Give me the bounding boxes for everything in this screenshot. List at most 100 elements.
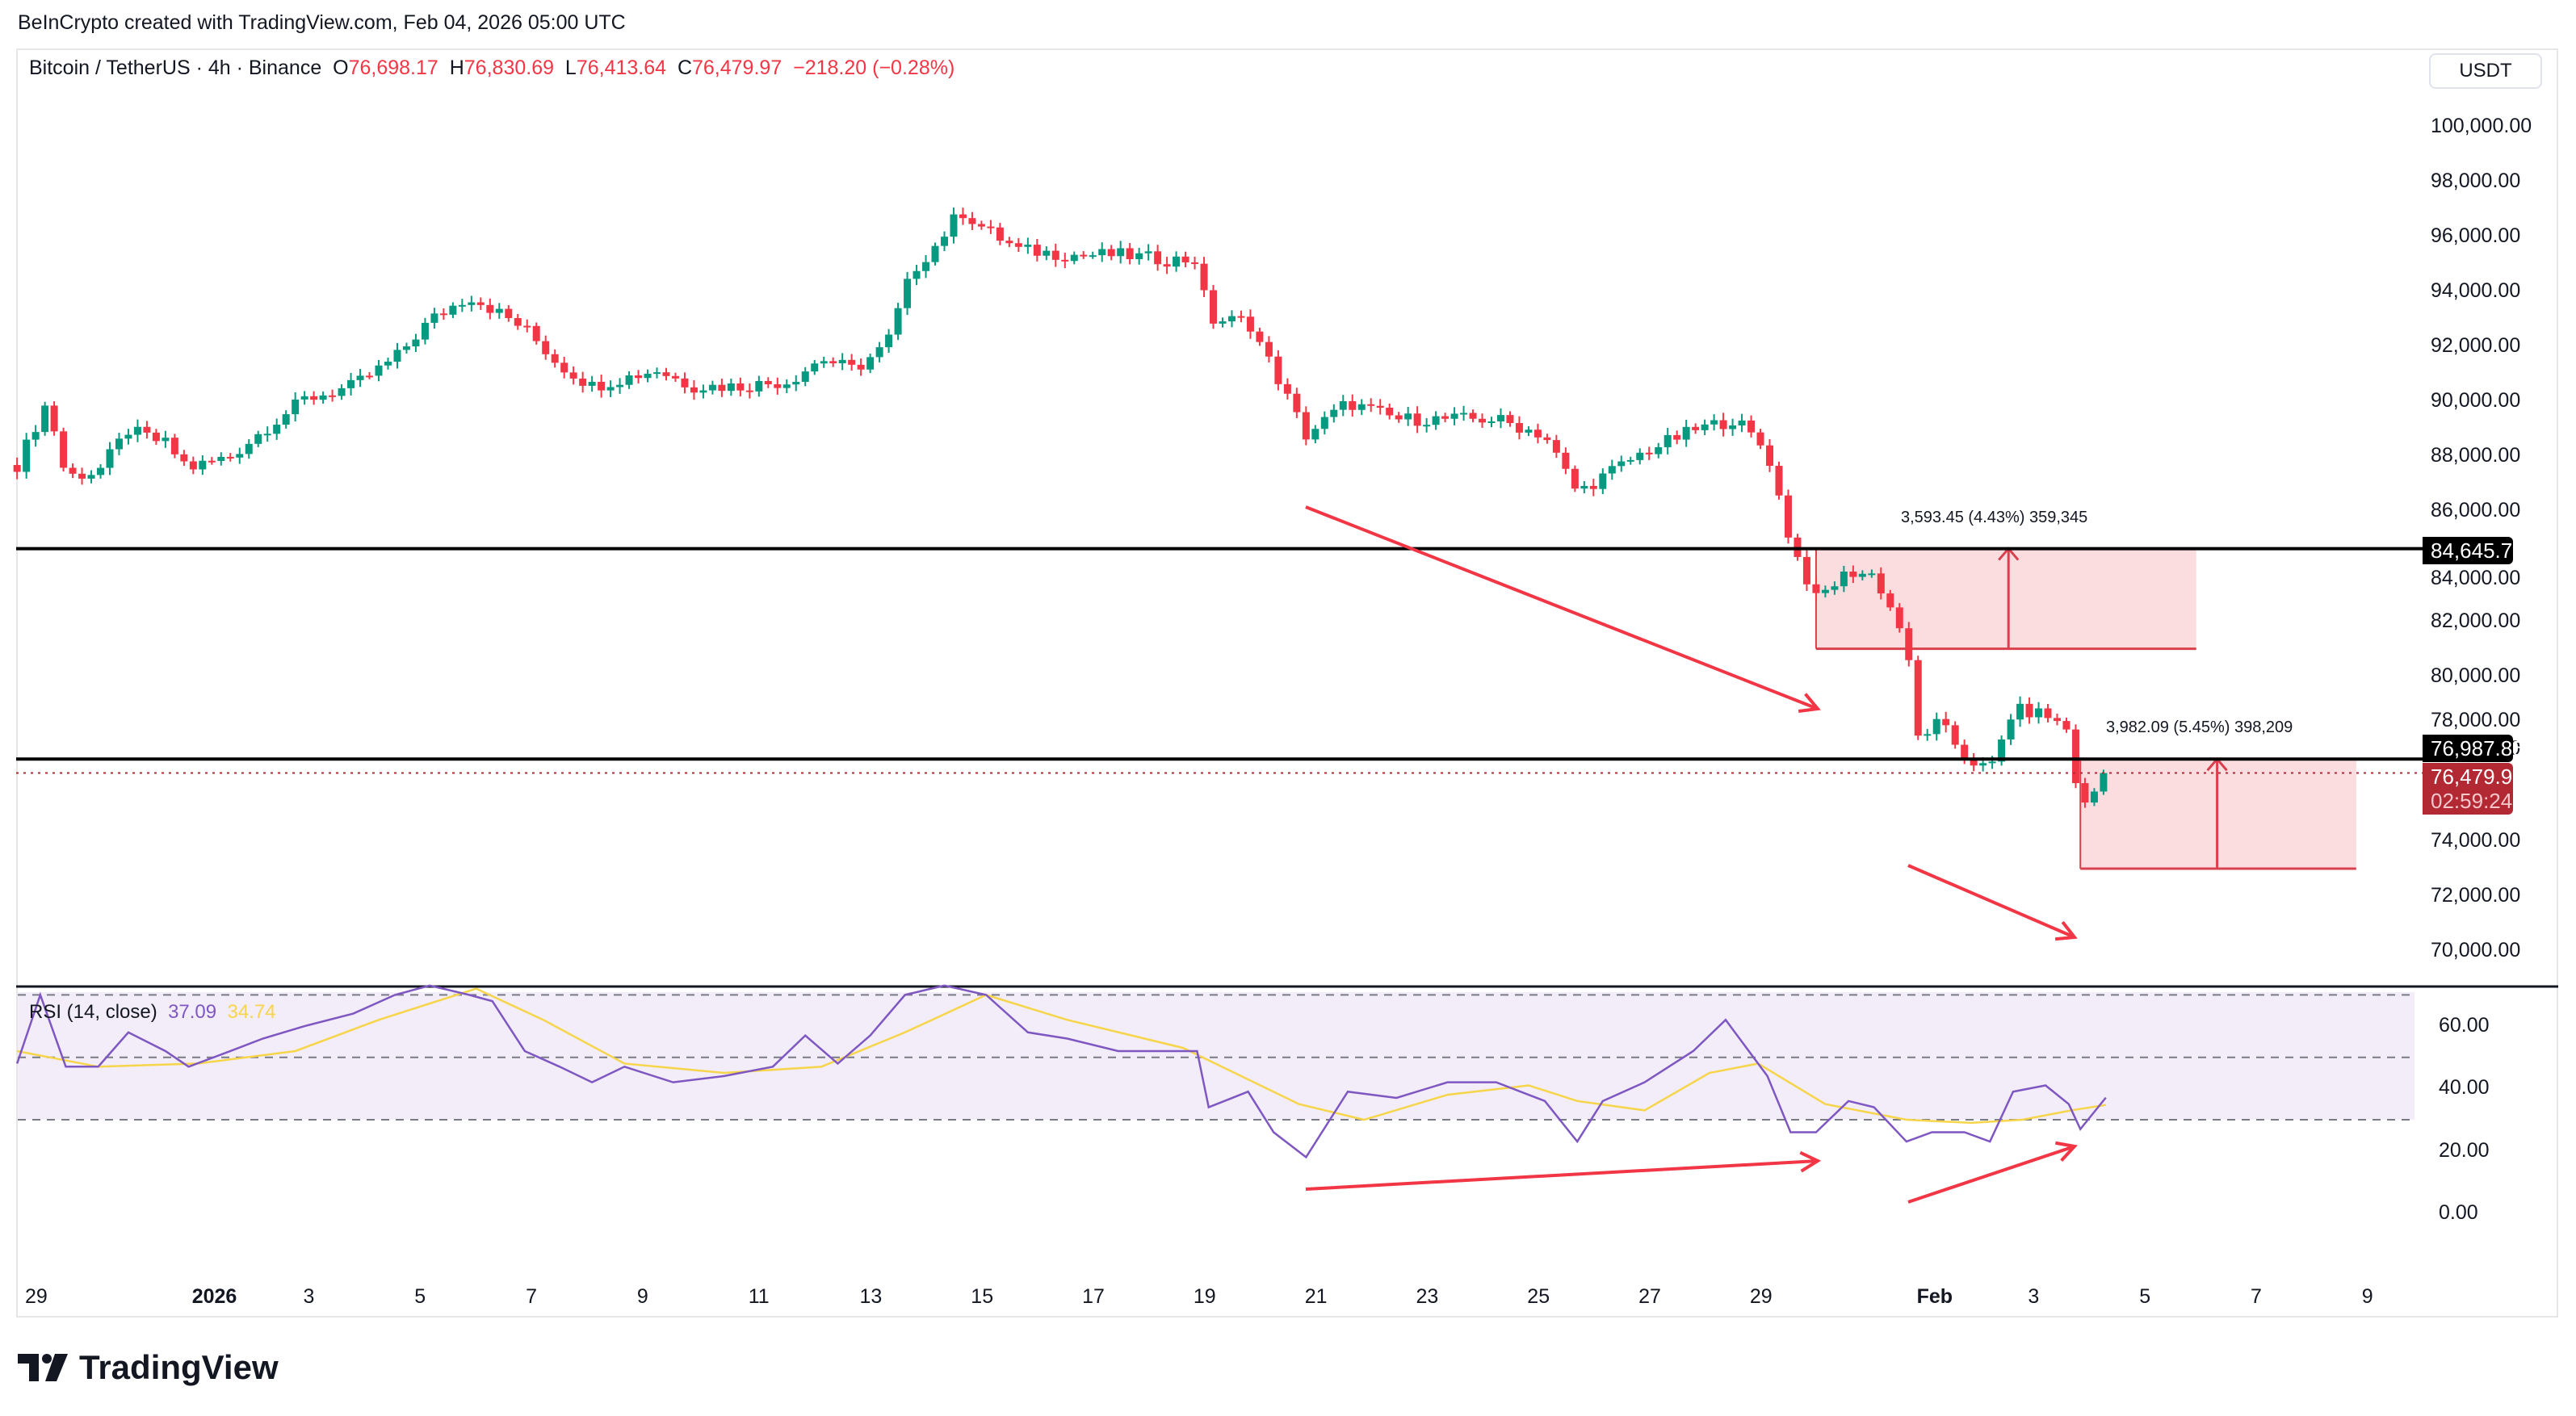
price-trend-arrow-2-head [2054,920,2078,941]
price-axis-label: 90,000.00 [2431,389,2521,413]
candle-body [1487,421,1496,423]
time-axis-label: 29 [1749,1285,1773,1308]
candle-body [913,270,921,279]
candle-body [653,372,661,375]
candle-body [1543,437,1551,441]
open-value: 76,698.17 [348,57,438,79]
candle-body [1932,718,1940,735]
candle-body [1191,262,1199,265]
candle-body [977,224,985,227]
candle-body [560,362,568,373]
candle [1181,251,1189,268]
candle [458,299,466,312]
candle [2007,714,2015,745]
candle [1895,603,1903,633]
candle [133,419,141,442]
candle-body [106,449,114,468]
candle-body [1525,429,1533,433]
rsi-title[interactable]: RSI (14, close) [29,1001,157,1023]
price-axis-label: 94,000.00 [2431,279,2521,303]
close-value: 76,479.97 [692,57,782,79]
candle-body [263,434,271,436]
candle-body [959,214,967,219]
candle [727,378,735,396]
candle-body [439,313,447,316]
candle [1135,247,1143,265]
candle-body [1645,452,1653,455]
candle-body [1311,429,1319,440]
symbol-name[interactable]: Bitcoin / TetherUS · 4h · Binance [29,57,322,79]
candle-body [2090,791,2098,803]
candle-body [857,364,865,370]
candle-body [690,387,698,393]
candle-body [430,313,438,323]
candle [1868,569,1876,578]
candle [495,303,503,319]
candle [616,378,624,394]
candle [50,401,58,436]
candle-body [402,346,410,350]
currency-button[interactable]: USDT [2429,53,2542,89]
candle [263,426,271,442]
candle-body [1599,473,1607,489]
candle [1812,576,1820,601]
candle-body [1432,416,1440,425]
candle [1033,239,1041,262]
symbol-legend: Bitcoin / TetherUS · 4h · Binance O76,69… [29,57,954,80]
candle [1098,242,1106,262]
candle-body [551,354,559,363]
candle-body [1924,734,1932,736]
candle-body [347,379,355,388]
candle [885,329,893,354]
rsi-divergence-arrow-1-head [1799,1150,1822,1173]
candle-body [1339,400,1347,410]
candle [1533,423,1542,444]
rsi-band-fill [18,992,2414,1120]
candle-body [718,384,726,392]
candle-body [1210,290,1218,324]
candle [1080,251,1088,259]
candle [1339,395,1347,417]
measurement-label-2: 3,982.09 (5.45%) 398,209 [2106,718,2293,736]
rsi-axis-label: 40.00 [2439,1076,2490,1100]
candle-body [922,262,930,271]
candle-body [1970,758,1978,766]
candle-body [292,399,300,415]
chart-frame [16,48,2558,1318]
price-axis-label: 82,000.00 [2431,609,2521,632]
candle [838,353,846,371]
candle-body [764,380,772,384]
tradingview-logo[interactable]: TradingView [18,1348,279,1387]
measure-box-1 [1815,548,2196,649]
time-axis-label: 9 [2361,1285,2373,1308]
candle [2081,777,2089,808]
time-axis-label: 5 [414,1285,426,1308]
candle [347,372,355,396]
candle [439,308,447,320]
candle-body [792,382,800,385]
candle-body [996,227,1004,241]
candle-body [1821,589,1829,593]
price-axis-label: 96,000.00 [2431,224,2521,248]
candle-body [1043,250,1051,256]
candle-body [1469,413,1477,419]
candle-body [1663,434,1672,447]
candle [87,470,95,484]
candle [1441,413,1450,423]
candle-body [2071,729,2079,784]
candle-body [1395,415,1403,420]
candle [2035,702,2043,724]
candle [913,265,921,286]
candle-body [1302,412,1310,440]
rsi-divergence-arrow-2-head [2055,1141,2078,1162]
candle-body [1692,426,1700,430]
rsi-axis-label: 60.00 [2439,1014,2490,1037]
candle [1905,622,1913,667]
candle-body [950,214,958,237]
candle-body [801,371,809,383]
candle-body [384,361,392,366]
candle-body [579,378,587,386]
candle [1831,581,1839,595]
candle [764,377,772,388]
